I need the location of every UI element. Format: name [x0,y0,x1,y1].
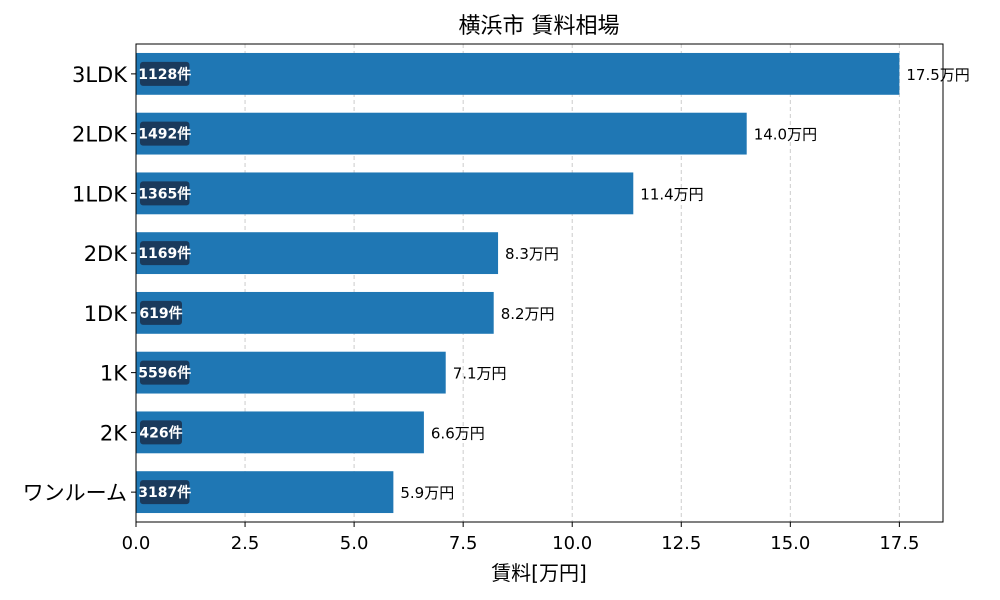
count-label: 1492件 [138,126,191,143]
value-label: 6.6万円 [431,424,485,442]
count-label: 426件 [139,424,182,441]
chart-title: 横浜市 賃料相場 [459,14,620,39]
y-tick-label: 3LDK [72,63,128,87]
count-label: 619件 [139,305,182,322]
value-label: 8.3万円 [505,245,559,263]
x-axis: 0.0 2.5 5.0 7.5 10.0 12.5 15.0 17.5 [122,522,919,554]
x-tick-label: 10.0 [552,533,592,554]
y-tick-label: 2DK [84,242,129,266]
bar [136,52,900,95]
bar [136,411,424,454]
count-label: 1365件 [138,185,191,202]
y-tick-label: 2K [100,421,128,445]
bars: 17.5万円 1128件 14.0万円 1492件 11.4万円 1365件 8.3万円 11… [136,52,970,514]
x-tick-label: 5.0 [340,533,369,554]
bar [136,232,499,275]
count-badge [140,241,190,266]
x-tick-label: 15.0 [770,533,810,554]
bar [136,291,494,334]
count-badge [140,420,182,445]
plot-frame [135,43,944,523]
y-tick-label: 2LDK [72,123,128,147]
count-label: 3187件 [138,484,191,501]
x-tick-label: 12.5 [661,533,701,554]
value-label: 17.5万円 [906,66,969,84]
y-tick-label: 1LDK [72,182,128,206]
x-tick-label: 0.0 [122,533,151,554]
count-badge [140,480,190,505]
count-badge [140,300,182,325]
count-badge [140,360,190,385]
count-label: 1128件 [138,66,191,83]
y-tick-label: ワンルーム [23,481,127,505]
count-badge [140,61,190,86]
x-tick-label: 7.5 [449,533,478,554]
value-label: 14.0万円 [754,126,817,144]
value-label: 5.9万円 [400,484,454,502]
y-axis: 3LDK 2LDK 1LDK 2DK 1DK 1K 2K ワンルーム [23,63,136,505]
y-tick-label: 1DK [84,302,129,326]
value-label: 8.2万円 [501,305,555,323]
x-tick-label: 2.5 [231,533,260,554]
count-badge [140,121,190,146]
count-label: 5596件 [138,365,191,382]
bar [136,112,747,155]
y-tick-label: 1K [100,362,128,386]
value-label: 7.1万円 [453,365,507,383]
bar [136,172,634,215]
x-axis-label: 賃料[万円] [491,561,587,585]
x-tick-label: 17.5 [879,533,919,554]
value-label: 11.4万円 [640,185,703,203]
count-label: 1169件 [138,245,191,262]
count-badge [140,181,190,206]
